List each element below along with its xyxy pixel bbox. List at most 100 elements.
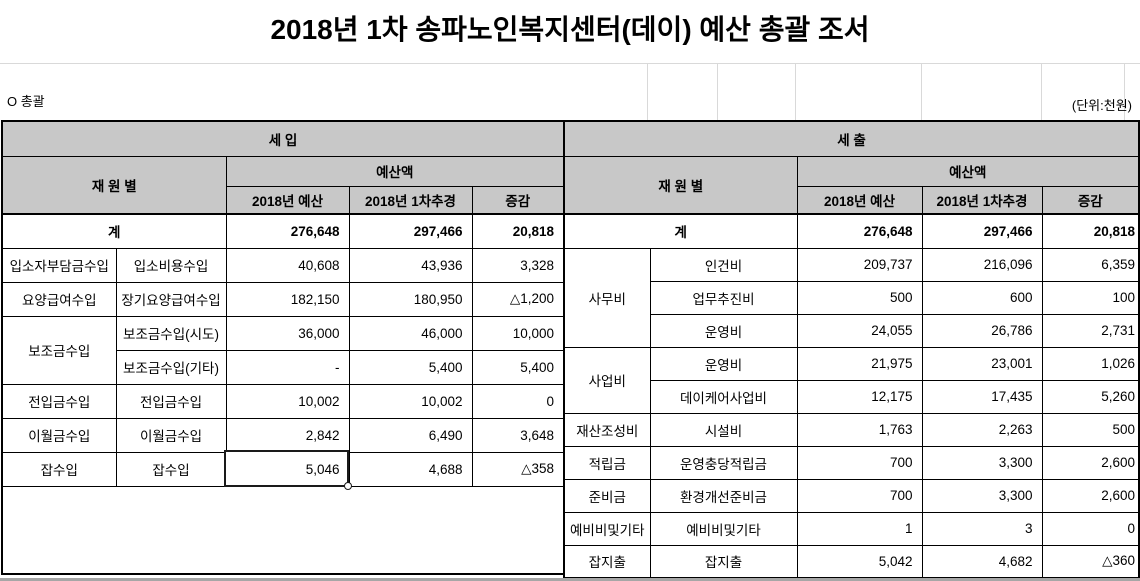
expenditure-change[interactable]: 2,731	[1041, 313, 1140, 348]
revenue-revised[interactable]: 180,950	[348, 281, 473, 317]
expenditure-item[interactable]: 운영비	[649, 346, 798, 381]
revenue-item[interactable]: 전입금수입	[115, 383, 227, 419]
expenditure-budget[interactable]: 21,975	[796, 346, 923, 381]
expenditure-revised[interactable]: 216,096	[921, 247, 1043, 282]
revenue-total-revised[interactable]: 297,466	[348, 213, 473, 249]
expenditure-total-revised[interactable]: 297,466	[921, 213, 1043, 249]
revenue-header-budget-group[interactable]: 예산액	[225, 155, 565, 187]
expenditure-item[interactable]: 운영충당적립금	[649, 445, 798, 480]
expenditure-category[interactable]: 적립금	[563, 445, 651, 480]
revenue-budget-selected[interactable]: 5,046	[225, 451, 350, 487]
revenue-budget[interactable]: 182,150	[225, 281, 350, 317]
revenue-revised[interactable]: 10,002	[348, 383, 473, 419]
revenue-budget[interactable]: 10,002	[225, 383, 350, 419]
expenditure-category[interactable]: 재산조성비	[563, 412, 651, 447]
revenue-change[interactable]: △1,200	[471, 281, 565, 317]
revenue-revised[interactable]: 5,400	[348, 349, 473, 385]
expenditure-header-source[interactable]: 재 원 별	[563, 155, 798, 215]
expenditure-change[interactable]: 100	[1041, 280, 1140, 315]
revenue-item[interactable]: 입소비용수입	[115, 247, 227, 283]
expenditure-item[interactable]: 시설비	[649, 412, 798, 447]
expenditure-section-header[interactable]: 세 출	[563, 120, 1140, 157]
expenditure-budget[interactable]: 24,055	[796, 313, 923, 348]
expenditure-total-label[interactable]: 계	[563, 213, 798, 249]
revenue-total-label[interactable]: 계	[1, 213, 227, 249]
expenditure-change[interactable]: 5,260	[1041, 379, 1140, 414]
expenditure-revised[interactable]: 3	[921, 511, 1043, 546]
revenue-category[interactable]: 전입금수입	[1, 383, 117, 419]
revenue-budget[interactable]: 2,842	[225, 417, 350, 453]
expenditure-item[interactable]: 환경개선준비금	[649, 478, 798, 513]
expenditure-change[interactable]: 1,026	[1041, 346, 1140, 381]
revenue-category[interactable]: 입소자부담금수입	[1, 247, 117, 283]
expenditure-category[interactable]: 사업비	[563, 346, 651, 414]
expenditure-item[interactable]: 예비비및기타	[649, 511, 798, 546]
expenditure-header-budget-group[interactable]: 예산액	[796, 155, 1140, 187]
revenue-revised[interactable]: 6,490	[348, 417, 473, 453]
expenditure-item[interactable]: 운영비	[649, 313, 798, 348]
revenue-total-budget[interactable]: 276,648	[225, 213, 350, 249]
revenue-header-source[interactable]: 재 원 별	[1, 155, 227, 215]
revenue-header-budget[interactable]: 2018년 예산	[225, 185, 350, 215]
revenue-total-change[interactable]: 20,818	[471, 213, 565, 249]
expenditure-item[interactable]: 업무추진비	[649, 280, 798, 315]
expenditure-header-revised[interactable]: 2018년 1차추경	[921, 185, 1043, 215]
expenditure-revised[interactable]: 3,300	[921, 478, 1043, 513]
expenditure-revised[interactable]: 17,435	[921, 379, 1043, 414]
expenditure-budget[interactable]: 209,737	[796, 247, 923, 282]
revenue-category[interactable]: 이월금수입	[1, 417, 117, 453]
revenue-item[interactable]: 이월금수입	[115, 417, 227, 453]
revenue-item[interactable]: 장기요양급여수입	[115, 281, 227, 317]
revenue-change[interactable]: 5,400	[471, 349, 565, 385]
expenditure-category[interactable]: 잡지출	[563, 544, 651, 579]
expenditure-change[interactable]: 500	[1041, 412, 1140, 447]
expenditure-change[interactable]: 6,359	[1041, 247, 1140, 282]
expenditure-budget[interactable]: 500	[796, 280, 923, 315]
revenue-change[interactable]: 10,000	[471, 315, 565, 351]
expenditure-budget[interactable]: 1	[796, 511, 923, 546]
empty-cell-block[interactable]	[1, 485, 565, 575]
revenue-change[interactable]: 0	[471, 383, 565, 419]
expenditure-item[interactable]: 데이케어사업비	[649, 379, 798, 414]
expenditure-total-change[interactable]: 20,818	[1041, 213, 1140, 249]
expenditure-category[interactable]: 예비비및기타	[563, 511, 651, 546]
revenue-item[interactable]: 보조금수입(시도)	[115, 315, 227, 351]
revenue-category[interactable]: 잡수입	[1, 451, 117, 487]
revenue-revised[interactable]: 4,688	[348, 451, 473, 487]
revenue-change[interactable]: 3,328	[471, 247, 565, 283]
revenue-budget[interactable]: 40,608	[225, 247, 350, 283]
expenditure-revised[interactable]: 26,786	[921, 313, 1043, 348]
expenditure-change[interactable]: 2,600	[1041, 478, 1140, 513]
revenue-category[interactable]: 요양급여수입	[1, 281, 117, 317]
expenditure-revised[interactable]: 3,300	[921, 445, 1043, 480]
expenditure-budget[interactable]: 12,175	[796, 379, 923, 414]
expenditure-category[interactable]: 사무비	[563, 247, 651, 348]
expenditure-revised[interactable]: 23,001	[921, 346, 1043, 381]
expenditure-revised[interactable]: 4,682	[921, 544, 1043, 579]
expenditure-change[interactable]: 0	[1041, 511, 1140, 546]
revenue-change[interactable]: 3,648	[471, 417, 565, 453]
revenue-budget[interactable]: -	[225, 349, 350, 385]
expenditure-header-budget[interactable]: 2018년 예산	[796, 185, 923, 215]
revenue-revised[interactable]: 46,000	[348, 315, 473, 351]
expenditure-change[interactable]: 2,600	[1041, 445, 1140, 480]
revenue-item[interactable]: 잡수입	[115, 451, 227, 487]
expenditure-budget[interactable]: 5,042	[796, 544, 923, 579]
expenditure-revised[interactable]: 2,263	[921, 412, 1043, 447]
expenditure-header-change[interactable]: 증감	[1041, 185, 1140, 215]
expenditure-category[interactable]: 준비금	[563, 478, 651, 513]
revenue-header-change[interactable]: 증감	[471, 185, 565, 215]
revenue-section-header[interactable]: 세 입	[1, 120, 565, 157]
expenditure-item[interactable]: 잡지출	[649, 544, 798, 579]
revenue-budget[interactable]: 36,000	[225, 315, 350, 351]
expenditure-budget[interactable]: 700	[796, 478, 923, 513]
revenue-revised[interactable]: 43,936	[348, 247, 473, 283]
expenditure-budget[interactable]: 700	[796, 445, 923, 480]
expenditure-item[interactable]: 인건비	[649, 247, 798, 282]
expenditure-revised[interactable]: 600	[921, 280, 1043, 315]
revenue-item[interactable]: 보조금수입(기타)	[115, 349, 227, 385]
expenditure-total-budget[interactable]: 276,648	[796, 213, 923, 249]
expenditure-change[interactable]: △360	[1041, 544, 1140, 579]
revenue-header-revised[interactable]: 2018년 1차추경	[348, 185, 473, 215]
revenue-category[interactable]: 보조금수입	[1, 315, 117, 385]
